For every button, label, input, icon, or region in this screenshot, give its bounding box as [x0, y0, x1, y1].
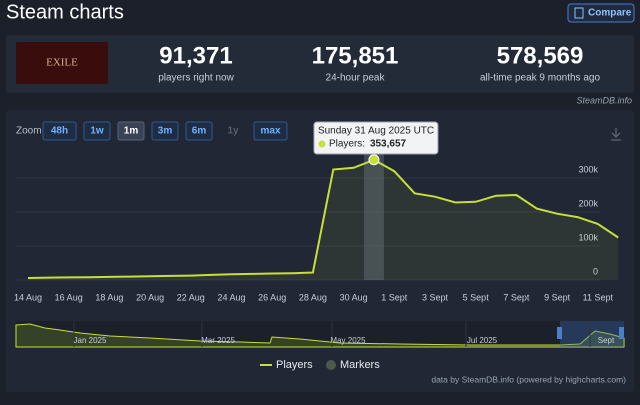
zoom-option: 1y — [227, 126, 239, 137]
legend-item[interactable]: Players — [276, 359, 313, 371]
hover-band — [363, 150, 384, 280]
x-tick-label: 14 Aug — [14, 292, 42, 302]
zoom-option[interactable]: 48h — [51, 126, 68, 137]
series-area — [28, 159, 619, 280]
navigator-handle[interactable] — [557, 327, 562, 339]
y-tick-label: 100k — [578, 232, 598, 242]
legend-dot — [326, 360, 336, 370]
game-logo-text: EXILE — [46, 57, 78, 69]
stat-value: 91,371 — [159, 42, 232, 69]
series-line — [27, 158, 619, 279]
compare-label[interactable]: Compare — [588, 8, 632, 19]
zoom-option[interactable]: 6m — [192, 126, 207, 137]
download-icon[interactable] — [611, 128, 621, 141]
y-tick-label: 200k — [578, 198, 598, 208]
navigator-label: Jan 2025 — [74, 336, 107, 345]
navigator-label: May 2025 — [330, 336, 366, 345]
navigator-handle[interactable] — [619, 327, 624, 339]
x-tick-label: 5 Sept — [463, 292, 490, 302]
navigator-series — [15, 323, 625, 348]
x-tick-label: 9 Sept — [544, 292, 571, 302]
zoom-button[interactable] — [117, 121, 145, 141]
zoom-option[interactable]: 1m — [124, 126, 139, 137]
navigator-label: Jul 2025 — [467, 336, 498, 345]
navigator-label: Mar 2025 — [201, 336, 235, 345]
stat-label: all-time peak 9 months ago — [480, 73, 601, 84]
stat-label: players right now — [158, 73, 234, 84]
zoom-button[interactable] — [151, 121, 179, 141]
zoom-option[interactable]: 1w — [90, 126, 104, 137]
tooltip-title: Sunday 31 Aug 2025 UTC — [318, 126, 434, 137]
compare-icon — [574, 7, 584, 19]
zoom-button[interactable] — [42, 121, 77, 141]
stats-panel — [6, 35, 634, 93]
x-tick-label: 22 Aug — [177, 292, 205, 302]
stat-value: 578,569 — [497, 42, 584, 69]
game-logo — [16, 42, 108, 84]
x-tick-label: 24 Aug — [217, 292, 245, 302]
stat-label: 24-hour peak — [326, 73, 386, 84]
x-tick-label: 11 Sept — [583, 292, 614, 302]
x-tick-label: 18 Aug — [95, 292, 123, 302]
x-tick-label: 30 Aug — [340, 292, 368, 302]
navigator-label: Sept — [598, 336, 615, 345]
y-tick-label: 300k — [578, 164, 598, 174]
legend-item[interactable]: Markers — [340, 359, 380, 371]
zoom-button[interactable] — [83, 121, 111, 141]
compare-button[interactable] — [567, 3, 635, 23]
tooltip-dot — [318, 140, 326, 148]
x-tick-label: 26 Aug — [258, 292, 286, 302]
x-tick-label: 1 Sept — [381, 292, 408, 302]
zoom-button[interactable] — [185, 121, 213, 141]
hover-marker — [368, 154, 380, 166]
zoom-option[interactable]: 3m — [158, 126, 173, 137]
credits: data by SteamDB.info (powered by highcha… — [431, 374, 626, 384]
x-tick-label: 28 Aug — [299, 292, 327, 302]
navigator-window[interactable] — [560, 321, 624, 347]
y-tick-label: 0 — [593, 266, 598, 276]
zoom-button[interactable] — [253, 121, 288, 141]
x-tick-label: 3 Sept — [422, 292, 449, 302]
source-label: SteamDB.info — [576, 95, 632, 105]
zoom-option[interactable]: max — [260, 126, 280, 137]
stat-value: 175,851 — [312, 42, 399, 69]
x-tick-label: 7 Sept — [503, 292, 530, 302]
tooltip-name: Players: — [329, 139, 365, 150]
x-tick-label: 16 Aug — [55, 292, 83, 302]
x-tick-label: 20 Aug — [136, 292, 164, 302]
tooltip-value: 353,657 — [370, 139, 407, 150]
zoom-label: Zoom — [16, 126, 42, 137]
tooltip-box — [313, 121, 439, 155]
page-title: Steam charts — [6, 1, 124, 23]
